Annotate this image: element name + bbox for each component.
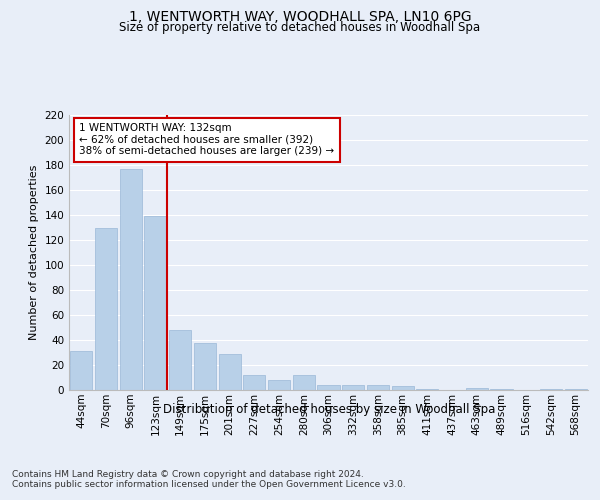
Text: 1, WENTWORTH WAY, WOODHALL SPA, LN10 6PG: 1, WENTWORTH WAY, WOODHALL SPA, LN10 6PG [128, 10, 472, 24]
Bar [392, 386, 414, 390]
Y-axis label: Number of detached properties: Number of detached properties [29, 165, 39, 340]
Bar [169, 330, 191, 390]
Bar [317, 385, 340, 390]
Bar [416, 389, 439, 390]
Bar [218, 354, 241, 390]
Bar [268, 380, 290, 390]
Text: Contains public sector information licensed under the Open Government Licence v3: Contains public sector information licen… [12, 480, 406, 489]
Bar [95, 228, 117, 390]
Text: 1 WENTWORTH WAY: 132sqm
← 62% of detached houses are smaller (392)
38% of semi-d: 1 WENTWORTH WAY: 132sqm ← 62% of detache… [79, 123, 335, 156]
Bar [466, 388, 488, 390]
Bar [70, 351, 92, 390]
Bar [243, 375, 265, 390]
Bar [342, 385, 364, 390]
Bar [565, 389, 587, 390]
Bar [293, 375, 315, 390]
Bar [119, 169, 142, 390]
Bar [367, 385, 389, 390]
Bar [540, 389, 562, 390]
Bar [490, 389, 512, 390]
Text: Distribution of detached houses by size in Woodhall Spa: Distribution of detached houses by size … [163, 402, 495, 415]
Bar [194, 342, 216, 390]
Bar [145, 216, 167, 390]
Text: Contains HM Land Registry data © Crown copyright and database right 2024.: Contains HM Land Registry data © Crown c… [12, 470, 364, 479]
Text: Size of property relative to detached houses in Woodhall Spa: Size of property relative to detached ho… [119, 21, 481, 34]
